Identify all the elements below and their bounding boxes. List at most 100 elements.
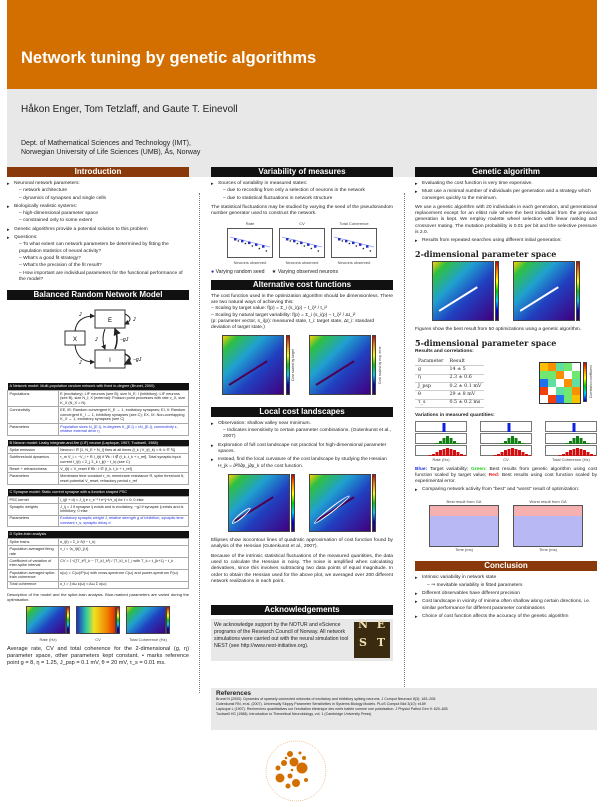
- table-row: Population averaged spike-train coherenc…: [7, 568, 190, 582]
- table-header: D Spike-train analysis: [7, 531, 189, 539]
- legend-item: Varying random seed: [215, 269, 265, 276]
- brn-header: Balanced Random Network Model: [7, 290, 189, 301]
- histogram-bar: [569, 450, 572, 457]
- sub-item: – due to statistical fluctuations in net…: [223, 195, 333, 201]
- data-point-star: ★: [251, 244, 254, 248]
- histogram-bar: [439, 450, 442, 457]
- reference-item: Lapicque L (1907). Recherches quantitati…: [216, 707, 448, 711]
- histogram-bar: [565, 443, 569, 445]
- correlation-cell: [572, 371, 580, 380]
- histogram-bar: [500, 443, 504, 445]
- table-row: Reset + refractoriness V_i(t) = V_reset i…: [7, 465, 190, 474]
- histogram-bar: [449, 438, 453, 445]
- colorbar-label: Correlation coefficient: [589, 365, 593, 399]
- correlation-cell: [548, 379, 556, 388]
- table-row: Parameters Membrane time constant τ_m, me…: [7, 472, 190, 486]
- local-header: Local cost landscapes: [211, 406, 393, 417]
- histogram-bar: [525, 454, 528, 457]
- correlation-cell: [556, 371, 564, 380]
- plot-area: ★ ★ ★ ★ ★: [227, 227, 273, 258]
- affiliation-line: Norwegian University of Life Sciences (U…: [21, 149, 201, 156]
- edge-label: −gJ: [120, 337, 129, 343]
- data-point-star: ★: [317, 249, 320, 253]
- histogram-bar: [507, 423, 511, 433]
- correlation-cell: [548, 387, 556, 396]
- cv-heatmap: CV: [76, 605, 120, 644]
- correlation-cell: [556, 395, 564, 404]
- ack-box: We acknowledge support by the NOTUR and …: [211, 619, 393, 662]
- sub-item: – How important are individual parameter…: [19, 270, 183, 282]
- variability-header: Variability of measures: [211, 167, 393, 177]
- cost-option: – Scaling by natural target variability:…: [211, 312, 356, 318]
- table-row: Populations E (excitatory): LIF neurons (…: [7, 390, 190, 408]
- column-divider: [404, 193, 405, 693]
- plot-title: Rate: [245, 221, 255, 227]
- local-list: Observation: shallow valley near minimum…: [211, 421, 393, 470]
- affiliation: Dept. of Mathematical Sciences and Techn…: [21, 139, 200, 157]
- histogram-bar: [576, 436, 579, 445]
- reference-item: Gutenkunst RN, et al. (2007). Universall…: [216, 702, 426, 706]
- histogram-bar: [504, 441, 507, 445]
- histogram-bar: [518, 441, 521, 445]
- table-row: Population averaged firing rate ν_i = ⟨s_…: [7, 545, 190, 559]
- table-row: Connectivity EE, IE: Random convergent K_…: [7, 406, 190, 424]
- plot-area: ★ ★ ★ ★ ★: [331, 227, 377, 258]
- data-point-star: ★: [369, 249, 372, 253]
- x-axis-label: Neurons observed: [233, 260, 267, 266]
- edge-arrow: [74, 313, 95, 332]
- data-point-star: ★: [289, 239, 292, 243]
- histogram-grid: Rate (Hz) CV Total Coherence (Hz): [415, 421, 597, 463]
- sub-item: – What's the precision of the fit result…: [19, 263, 102, 269]
- edge-label: −gJ: [133, 357, 142, 363]
- correlation-cell: [556, 363, 564, 372]
- histogram-bar: [453, 441, 456, 445]
- list-item: Observation: shallow valley near minimum…: [211, 421, 393, 428]
- author-band: Håkon Enger, Tom Tetzlaff, and Gaute T. …: [7, 89, 597, 177]
- ellipse-caption: Ellipses show isocontour lines of quadra…: [211, 538, 393, 550]
- node-label: E: [108, 318, 112, 324]
- histogram: [480, 433, 532, 445]
- list-item: Biologically realistic systems:: [7, 204, 189, 211]
- data-point: [293, 239, 296, 243]
- colorbar-label: Cost scaled by target: [291, 349, 295, 382]
- node-label: I: [109, 358, 111, 364]
- hessian-heatmap-error: [309, 473, 377, 535]
- histogram-bar: [442, 449, 446, 457]
- histogram-bar: [562, 454, 565, 457]
- middle-column: Variability of measures Sources of varia…: [211, 167, 393, 662]
- column-header: Result: [446, 358, 485, 367]
- histogram-bar: [576, 448, 579, 457]
- x-axis-label: Neurons observed: [285, 260, 319, 266]
- histogram-bar: [583, 450, 586, 457]
- histogram: [415, 421, 467, 433]
- x-axis-label: Neurons observed: [337, 260, 371, 266]
- histogram-bar: [504, 450, 507, 457]
- table-row: Parameters Population sizes N_{E,I}, in-d…: [7, 422, 190, 436]
- correlation-cell: [564, 363, 572, 372]
- table-header: A Network model: Multi-population random…: [7, 383, 189, 391]
- x-axis-label: Rate (Hz): [432, 457, 450, 463]
- data-point: [300, 241, 303, 244]
- ack-header: Acknowledgements: [211, 605, 393, 616]
- histogram-bar: [463, 455, 467, 457]
- reference-item: Brunel N (2000). Dynamics of sparsely co…: [216, 697, 436, 701]
- correlation-cell: [540, 387, 548, 396]
- right-column: Genetic algorithm Evaluating the cost fu…: [415, 167, 597, 620]
- list-item: Questions:: [7, 235, 189, 242]
- histogram-column: CV: [480, 421, 532, 463]
- 2d-heading: 2-dimensional parameter space: [415, 248, 557, 259]
- edge-label: J: [78, 312, 82, 318]
- histogram: [545, 445, 597, 457]
- hessian-heatmap-target: [227, 473, 295, 535]
- histogram: [545, 433, 597, 445]
- authors: Håkon Enger, Tom Tetzlaff, and Gaute T. …: [21, 104, 238, 115]
- histogram-bar: [507, 438, 511, 445]
- variability-plot-coherence: Total Coherence ★ ★ ★ ★ ★ Neurons observed: [331, 221, 377, 266]
- data-point-star: ★: [258, 246, 261, 250]
- data-point: [255, 243, 258, 246]
- list-item: Evaluating the cost function is very tim…: [415, 181, 597, 188]
- hessian-heatmaps: [211, 473, 393, 535]
- list-item: Neuronal network parameters:: [7, 181, 189, 188]
- histogram-bar: [572, 423, 576, 433]
- data-point: [286, 237, 289, 241]
